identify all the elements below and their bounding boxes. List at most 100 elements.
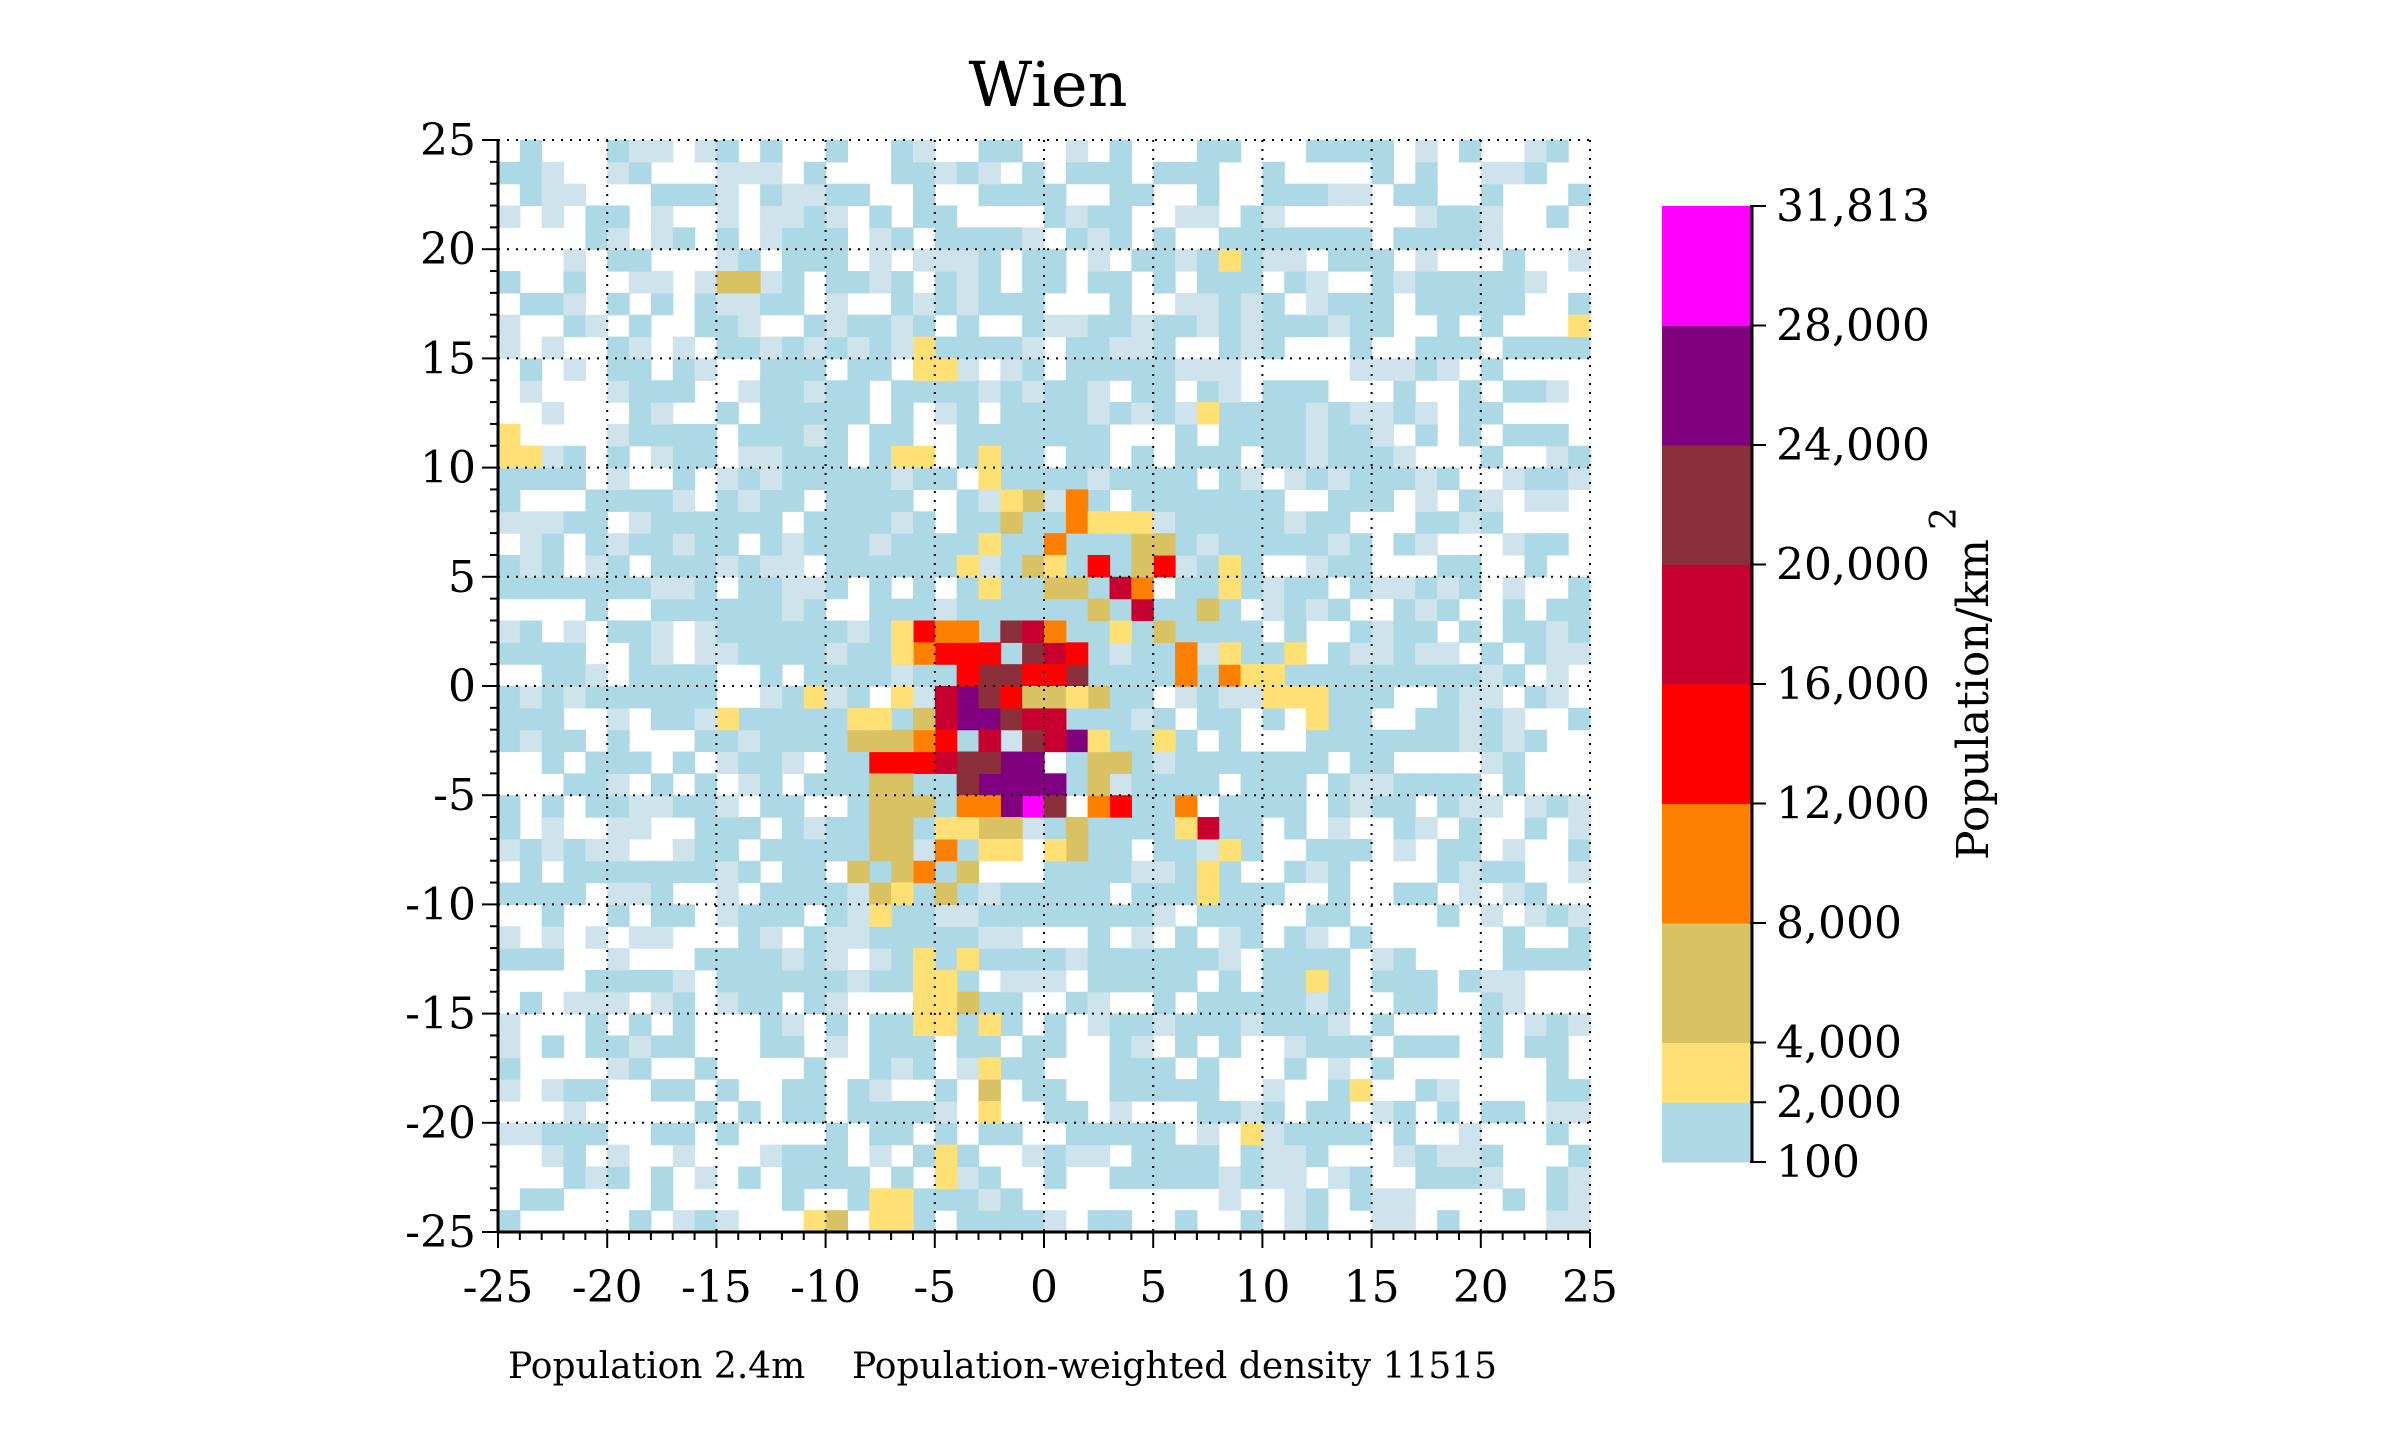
heatmap-cell-bg [1349, 336, 1373, 359]
heatmap-cell-bg [1065, 598, 1089, 622]
heatmap-cell-bg [1306, 554, 1329, 578]
heatmap-cell-bg [825, 686, 849, 709]
heatmap-cell [1087, 511, 1111, 534]
heatmap-cell-bg [1284, 423, 1307, 447]
heatmap-cell [978, 838, 1001, 862]
heatmap-cell-bg [1546, 445, 1569, 469]
heatmap-cell-bg [1000, 904, 1023, 927]
heatmap-cell-bg [1349, 183, 1373, 207]
heatmap-cell-bg [825, 467, 849, 491]
heatmap-cell-bg [1262, 402, 1285, 425]
heatmap-cell-bg [1502, 860, 1526, 884]
heatmap-cell-bg [760, 664, 783, 687]
heatmap-cell-bg [629, 969, 652, 993]
heatmap-cell-bg [934, 1122, 958, 1146]
heatmap-cell-bg [498, 336, 521, 359]
heatmap-cell-bg [1044, 1035, 1067, 1058]
heatmap-cell-bg [1240, 751, 1263, 774]
heatmap-cell-bg [1327, 1079, 1351, 1102]
heatmap-cell-bg [1087, 838, 1111, 862]
heatmap-cell-bg [956, 576, 980, 600]
heatmap-cell [956, 707, 980, 731]
heatmap-cell-bg [1087, 882, 1111, 905]
heatmap-cell-bg [738, 511, 761, 534]
heatmap-cell-bg [781, 817, 805, 840]
heatmap-cell-bg [1546, 1122, 1569, 1146]
heatmap-cell [1000, 838, 1023, 862]
heatmap-cell-bg [672, 358, 696, 381]
heatmap-cell-bg [1131, 773, 1154, 796]
heatmap-cell-bg [1568, 1100, 1591, 1124]
heatmap-cell-bg [1153, 336, 1176, 359]
heatmap-cell [912, 620, 936, 643]
heatmap-cell-bg [498, 642, 521, 665]
heatmap-cell-bg [1349, 642, 1373, 665]
heatmap-cell [1022, 751, 1045, 774]
heatmap-cell-bg [738, 445, 761, 469]
heatmap-cell [1568, 314, 1591, 338]
heatmap-cell-bg [1437, 773, 1460, 796]
heatmap-cell-bg [891, 948, 914, 971]
heatmap-cell-bg [1153, 991, 1176, 1015]
heatmap-cell [912, 991, 936, 1015]
heatmap-cell-bg [978, 249, 1001, 272]
heatmap-cell-bg [825, 817, 849, 840]
heatmap-cell-bg [1087, 358, 1111, 381]
heatmap-cell-bg [1153, 948, 1176, 971]
heatmap-cell-bg [629, 402, 652, 425]
heatmap-cell-bg [1327, 402, 1351, 425]
heatmap-cell-bg [1218, 751, 1242, 774]
heatmap-cell-bg [1480, 183, 1504, 207]
y-tick-label: 25 [420, 115, 476, 166]
heatmap-cell-bg [607, 1057, 630, 1080]
heatmap-cell-bg [1502, 467, 1526, 491]
heatmap-cell-bg [1065, 205, 1089, 228]
heatmap-cell-bg [629, 423, 652, 447]
heatmap-cell-bg [1218, 358, 1242, 381]
heatmap-cell-bg [1153, 969, 1176, 993]
heatmap-cell [891, 729, 914, 753]
heatmap-cell [1044, 795, 1067, 818]
heatmap-cell-bg [607, 1166, 630, 1189]
heatmap-cell [1306, 707, 1329, 731]
heatmap-cell-bg [1393, 183, 1416, 207]
heatmap-cell-bg [847, 686, 870, 709]
heatmap-cell-bg [1044, 598, 1067, 622]
heatmap-cell [912, 795, 936, 818]
heatmap-cell-bg [694, 183, 717, 207]
heatmap-cell-bg [1240, 336, 1263, 359]
heatmap-cell-bg [541, 817, 565, 840]
heatmap-cell-bg [1502, 380, 1526, 403]
heatmap-cell-bg [1480, 969, 1504, 993]
heatmap-cell-bg [498, 1035, 521, 1058]
heatmap-cell-bg [1327, 707, 1351, 731]
heatmap-cell-bg [1131, 860, 1154, 884]
heatmap-cell-bg [650, 140, 674, 163]
heatmap-cell-bg [607, 773, 630, 796]
heatmap-cell-bg [585, 1013, 608, 1037]
heatmap-cell-bg [1568, 860, 1591, 884]
heatmap-cell-bg [607, 161, 630, 185]
heatmap-cell-bg [1327, 948, 1351, 971]
heatmap-cell-bg [891, 1057, 914, 1080]
heatmap-cell-bg [978, 1122, 1001, 1146]
heatmap-cell-bg [1393, 664, 1416, 687]
heatmap-cell-bg [1327, 686, 1351, 709]
heatmap-cell-bg [760, 948, 783, 971]
heatmap-cell-bg [1240, 1100, 1263, 1124]
heatmap-cell-bg [498, 1057, 521, 1080]
heatmap-cell-bg [1437, 838, 1460, 862]
heatmap-cell-bg [781, 554, 805, 578]
heatmap-cell-bg [1000, 948, 1023, 971]
heatmap-cell-bg [803, 249, 827, 272]
heatmap-cell-bg [1415, 249, 1438, 272]
heatmap-cell-bg [1480, 642, 1504, 665]
heatmap-cell-bg [1371, 423, 1395, 447]
heatmap-cell-bg [1393, 620, 1416, 643]
heatmap-cell [891, 620, 914, 643]
heatmap-cell-bg [1218, 1035, 1242, 1058]
heatmap-cell-bg [847, 314, 870, 338]
heatmap-cell-bg [760, 1013, 783, 1037]
heatmap-cell-bg [716, 838, 739, 862]
heatmap-cell-bg [1327, 140, 1351, 163]
